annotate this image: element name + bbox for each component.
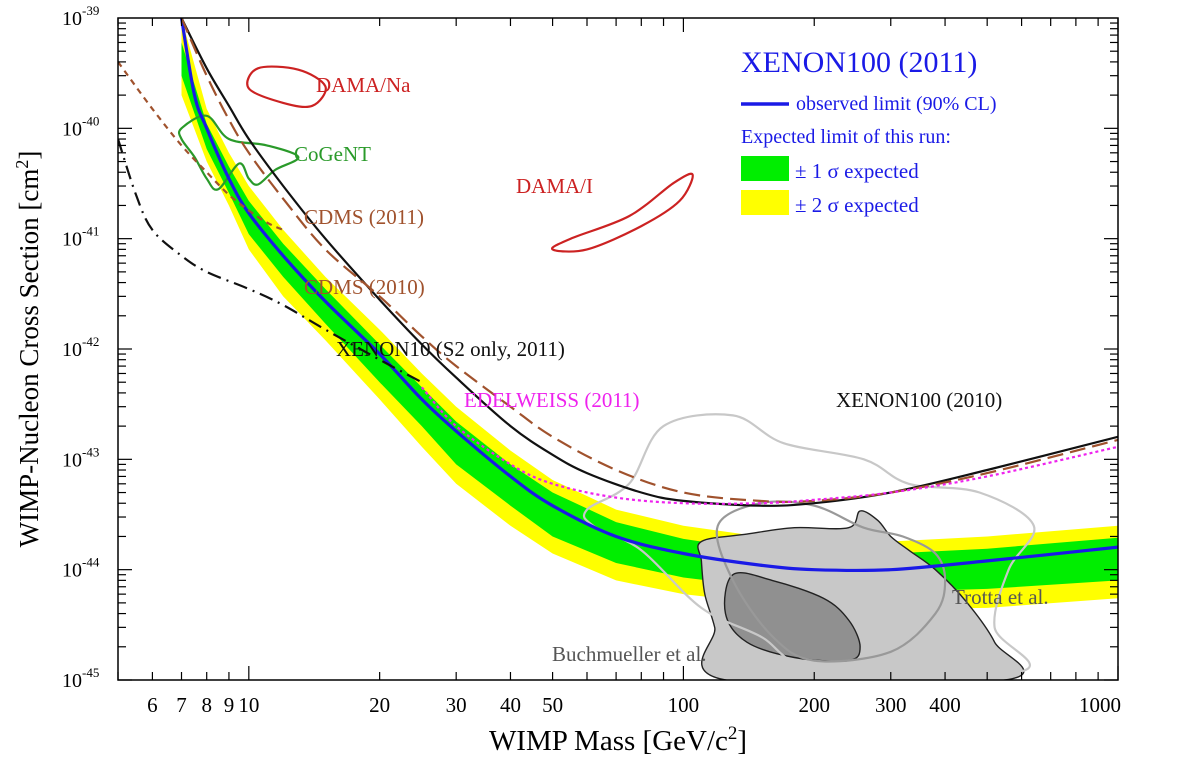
- legend-item-label: observed limit (90% CL): [796, 93, 997, 115]
- legend-subtitle: Expected limit of this run:: [741, 126, 951, 148]
- annotation-xenon10-s2-only-2011: XENON10 (S2 only, 2011): [336, 337, 565, 361]
- series-xenon10-s2-only-2011: [118, 138, 423, 384]
- series-cdms-2011: [118, 61, 284, 231]
- series-cdms-2010: [180, 18, 1118, 504]
- x-tick-label: 10: [238, 693, 259, 717]
- y-tick-label: 10-40: [62, 113, 99, 140]
- legend-item-label: ± 2 σ expected: [795, 193, 919, 217]
- x-tick-label: 1000: [1079, 693, 1121, 717]
- region-dama-i: [550, 172, 694, 253]
- y-tick-label: 10-41: [62, 224, 99, 251]
- series-xenon100-2010: [180, 18, 1118, 507]
- x-axis-label: WIMP Mass [GeV/c2]: [489, 723, 747, 757]
- annotation-cogent: CoGeNT: [294, 142, 371, 166]
- legend-box-swatch: [741, 156, 789, 181]
- x-tick-label: 300: [875, 693, 907, 717]
- y-tick-label: 10-43: [62, 444, 99, 471]
- legend-title: XENON100 (2011): [741, 46, 977, 79]
- annotation-cdms-2010: CDMS (2010): [304, 275, 425, 299]
- y-axis-label: WIMP-Nucleon Cross Section [cm2]: [12, 151, 44, 548]
- region-buchmueller-et-al-inner: [723, 572, 861, 662]
- x-tick-label: 7: [176, 693, 187, 717]
- y-tick-label: 10-42: [62, 334, 99, 361]
- annotation-dama-na: DAMA/Na: [316, 73, 411, 97]
- annotation-trotta-et-al: Trotta et al.: [952, 585, 1049, 609]
- x-tick-label: 200: [798, 693, 830, 717]
- annotation-cdms-2011: CDMS (2011): [304, 205, 424, 229]
- legend-box-swatch: [741, 190, 789, 215]
- x-tick-label: 20: [369, 693, 390, 717]
- x-tick-label: 6: [147, 693, 158, 717]
- annotation-xenon100-2010: XENON100 (2010): [836, 388, 1002, 412]
- annotation-edelweiss-2011: EDELWEISS (2011): [464, 388, 640, 412]
- series-edelweiss-2011: [420, 386, 1118, 505]
- band-1-expected: [181, 42, 1118, 592]
- x-tick-label: 40: [500, 693, 521, 717]
- plot-frame: [117, 17, 1119, 681]
- annotation-buchmueller-et-al: Buchmueller et al.: [552, 642, 707, 666]
- x-tick-label: 9: [224, 693, 235, 717]
- y-tick-label: 10-39: [62, 3, 99, 30]
- y-tick-label: 10-44: [62, 555, 100, 582]
- y-tick-label: 10-45: [62, 665, 99, 692]
- region-dama-na: [246, 65, 327, 109]
- x-tick-label: 50: [542, 693, 563, 717]
- x-tick-label: 8: [201, 693, 212, 717]
- x-tick-label: 30: [446, 693, 467, 717]
- region-cogent: [177, 114, 300, 191]
- legend-item-label: ± 1 σ expected: [795, 159, 919, 183]
- region-trotta-et-al-95: [582, 413, 1036, 678]
- annotation-dama-i: DAMA/I: [516, 174, 593, 198]
- series-observed-limit-90-cl: [179, 18, 1118, 573]
- x-tick-label: 100: [668, 693, 700, 717]
- x-tick-label: 400: [929, 693, 961, 717]
- region-trotta-et-al-68: [715, 500, 947, 663]
